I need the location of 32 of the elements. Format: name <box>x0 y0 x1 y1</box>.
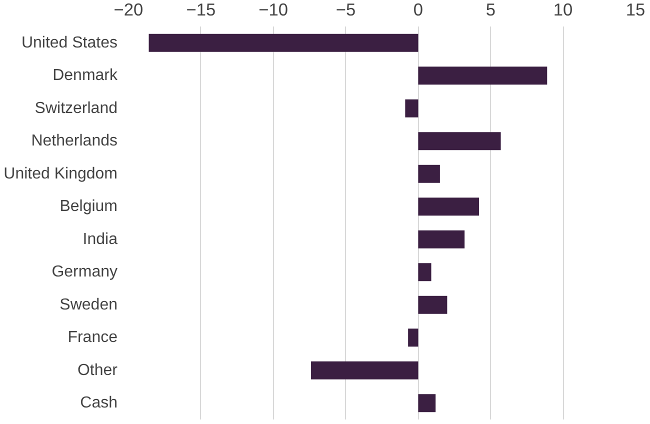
bar <box>418 198 480 216</box>
y-tick-label: Denmark <box>52 67 118 84</box>
bar <box>405 99 418 118</box>
x-tick-label: −20 <box>114 0 144 20</box>
bar <box>311 361 418 380</box>
bar <box>418 230 465 248</box>
bar <box>408 328 418 347</box>
y-tick-label: Cash <box>80 394 118 412</box>
bar <box>418 132 501 150</box>
bar <box>418 263 432 282</box>
y-tick-label: India <box>82 230 118 248</box>
x-tick-label: 0 <box>413 0 424 20</box>
y-tick-label: Sweden <box>60 296 118 314</box>
y-tick-label: France <box>68 329 118 346</box>
bar <box>418 66 548 85</box>
bar <box>418 296 448 314</box>
y-tick-label: Switzerland <box>34 100 118 117</box>
bar <box>418 164 440 183</box>
x-tick-label: 10 <box>553 0 573 20</box>
x-tick-label: −5 <box>336 0 356 20</box>
y-tick-label: Netherlands <box>31 132 118 150</box>
bar <box>148 34 418 52</box>
x-tick-label: 15 <box>626 0 646 20</box>
y-tick-label: Germany <box>52 264 118 281</box>
y-tick-label: Belgium <box>60 198 118 216</box>
bar <box>418 394 436 412</box>
y-tick-label: Other <box>77 362 118 379</box>
x-tick-label: 5 <box>486 0 496 20</box>
y-tick-label: United Kingdom <box>4 165 118 182</box>
x-tick-label: −10 <box>258 0 288 20</box>
x-tick-label: −15 <box>186 0 216 20</box>
y-tick-label: United States <box>21 34 118 52</box>
